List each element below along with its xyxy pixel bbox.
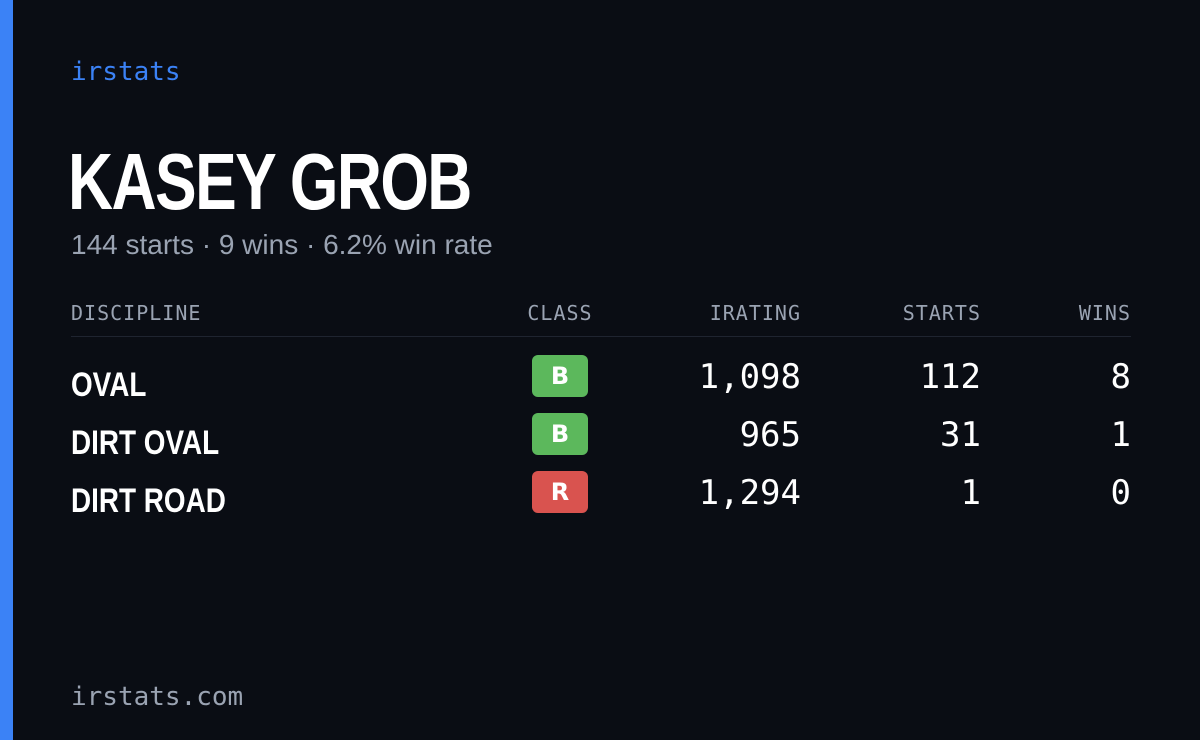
footer-url[interactable]: irstats.com — [71, 682, 244, 712]
row-wins: 8 — [1110, 357, 1131, 397]
header-class: CLASS — [527, 301, 593, 325]
row-starts: 31 — [940, 415, 981, 455]
header-irating: IRATING — [709, 301, 801, 325]
table-row: OVAL B 1,098 112 8 — [71, 353, 1131, 411]
class-badge: R — [532, 471, 588, 513]
row-starts: 112 — [919, 357, 981, 397]
header-starts: STARTS — [902, 301, 981, 325]
row-wins: 1 — [1110, 415, 1131, 455]
brand-logo-text: irstats — [71, 57, 181, 87]
driver-summary: 144 starts · 9 wins · 6.2% win rate — [71, 229, 493, 260]
stats-table-header: DISCIPLINE CLASS IRATING STARTS WINS — [71, 296, 1131, 337]
class-badge: B — [532, 413, 588, 455]
row-wins: 0 — [1110, 473, 1131, 513]
table-row: DIRT OVAL B 965 31 1 — [71, 411, 1131, 469]
accent-bar — [0, 0, 13, 740]
table-row: DIRT ROAD R 1,294 1 0 — [71, 469, 1131, 527]
row-discipline: DIRT OVAL — [71, 424, 220, 462]
header-wins: WINS — [1078, 301, 1131, 325]
header-discipline: DISCIPLINE — [71, 301, 202, 325]
driver-name: KASEY GROB — [68, 137, 472, 226]
row-irating: 965 — [739, 415, 801, 455]
row-irating: 1,294 — [698, 473, 801, 513]
row-irating: 1,098 — [698, 357, 801, 397]
row-starts: 1 — [960, 473, 981, 513]
stats-table: DISCIPLINE CLASS IRATING STARTS WINS OVA… — [71, 296, 1131, 527]
stats-table-body: OVAL B 1,098 112 8 DIRT OVAL B 965 31 1 … — [71, 353, 1131, 527]
row-discipline: OVAL — [71, 366, 147, 404]
class-badge: B — [532, 355, 588, 397]
row-discipline: DIRT ROAD — [71, 482, 226, 520]
